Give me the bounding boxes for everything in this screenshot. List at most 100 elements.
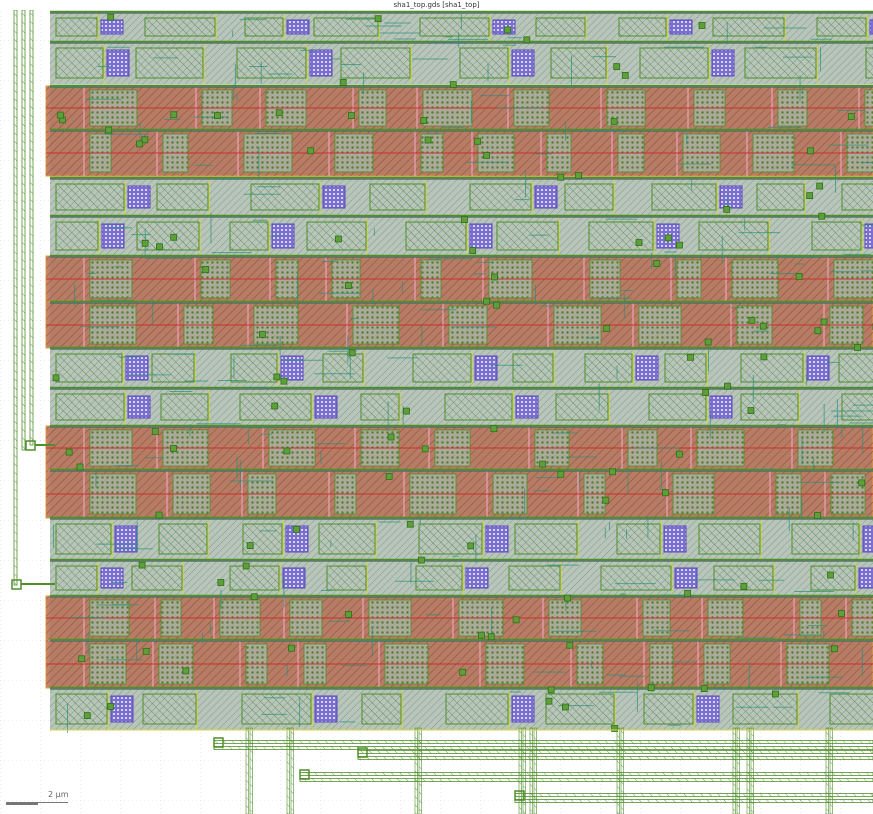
bottom-horizontal-route — [514, 793, 873, 797]
via-square — [250, 593, 258, 601]
via-square — [493, 301, 501, 309]
metal1-shape — [841, 183, 873, 211]
metal1-shape — [55, 17, 98, 37]
via-square — [107, 703, 115, 710]
metal1-shape — [131, 565, 183, 591]
metal1-shape — [55, 393, 125, 421]
bottom-vertical-route — [418, 727, 422, 814]
via-square — [374, 15, 382, 23]
via-square — [523, 36, 531, 44]
metal1-shape — [419, 17, 490, 37]
via-square — [307, 147, 315, 155]
via-square — [155, 511, 163, 519]
bottom-vertical-route — [245, 727, 249, 814]
via-array — [469, 223, 493, 249]
bottom-vertical-route — [825, 727, 829, 814]
via-square — [424, 136, 432, 144]
via-array — [492, 19, 516, 35]
via-array — [100, 567, 124, 589]
scale-bar: 2 μm — [6, 790, 70, 808]
via-array — [280, 355, 304, 381]
via-square — [170, 233, 178, 241]
metal1-shape — [838, 353, 873, 383]
bottom-horizontal-route — [357, 756, 873, 760]
metal1-shape — [230, 353, 278, 383]
metal1-shape — [698, 523, 761, 555]
via-square — [504, 26, 512, 34]
via-square — [539, 460, 547, 468]
via-square — [814, 512, 821, 519]
metal1-shape — [555, 393, 609, 421]
bottom-pin — [357, 747, 368, 758]
via-square — [151, 428, 159, 435]
via-square — [818, 212, 826, 220]
scale-bar-label: 2 μm — [48, 790, 69, 799]
bottom-vertical-route — [620, 727, 624, 814]
metal1-shape — [740, 353, 804, 383]
metal1-shape — [600, 565, 672, 591]
via-square — [417, 556, 425, 564]
via-array — [485, 525, 509, 553]
via-square — [478, 631, 485, 639]
via-square — [647, 684, 655, 692]
metal1-shape — [326, 565, 367, 591]
via-square — [684, 589, 691, 597]
via-square — [740, 582, 748, 590]
via-square — [335, 235, 342, 243]
via-array — [869, 19, 873, 35]
metal1-shape — [651, 183, 717, 211]
metal1-shape — [360, 393, 400, 421]
bottom-vertical-route — [529, 727, 533, 814]
metal1-shape — [144, 17, 216, 37]
left-vertical-route — [13, 9, 18, 586]
metal1-shape — [445, 693, 509, 725]
via-square — [56, 111, 64, 119]
via-square — [748, 316, 756, 324]
bottom-vertical-route — [518, 727, 522, 814]
via-square — [141, 136, 149, 144]
via-square — [271, 402, 279, 410]
via-square — [854, 344, 861, 351]
via-square — [387, 433, 395, 441]
via-array — [515, 395, 539, 419]
via-square — [483, 151, 491, 159]
scale-bar-fill — [6, 803, 38, 805]
metal1-shape — [535, 17, 586, 37]
via-square — [653, 260, 661, 267]
via-square — [816, 182, 824, 190]
via-square — [52, 374, 60, 382]
bottom-vertical-route — [533, 727, 537, 814]
left-vertical-route — [29, 9, 34, 446]
metal1-shape — [616, 523, 661, 555]
bottom-vertical-route — [750, 727, 754, 814]
metal1-shape — [740, 393, 799, 421]
metal1-shape — [444, 393, 513, 421]
via-square — [609, 468, 616, 476]
metal1-shape — [156, 183, 209, 211]
metal1-shape — [405, 221, 467, 251]
via-square — [602, 496, 610, 504]
via-square — [474, 137, 482, 145]
metal1-shape — [160, 393, 209, 421]
via-square — [610, 118, 618, 125]
via-array — [674, 567, 698, 589]
via-array — [474, 355, 498, 381]
metal1-shape — [816, 17, 867, 37]
via-square — [838, 609, 845, 617]
metal1-shape — [865, 47, 873, 79]
metal1-shape — [508, 565, 561, 591]
metal1-shape — [588, 221, 654, 251]
metal1-shape — [369, 183, 426, 211]
via-array — [711, 49, 735, 77]
via-square — [547, 686, 555, 694]
via-square — [635, 239, 643, 246]
via-square — [724, 382, 731, 390]
via-array — [100, 19, 124, 35]
bottom-horizontal-route — [213, 746, 873, 750]
metal1-shape — [55, 47, 104, 79]
metal1-shape — [496, 221, 559, 251]
via-array — [511, 49, 535, 77]
metal1-shape — [712, 17, 785, 37]
